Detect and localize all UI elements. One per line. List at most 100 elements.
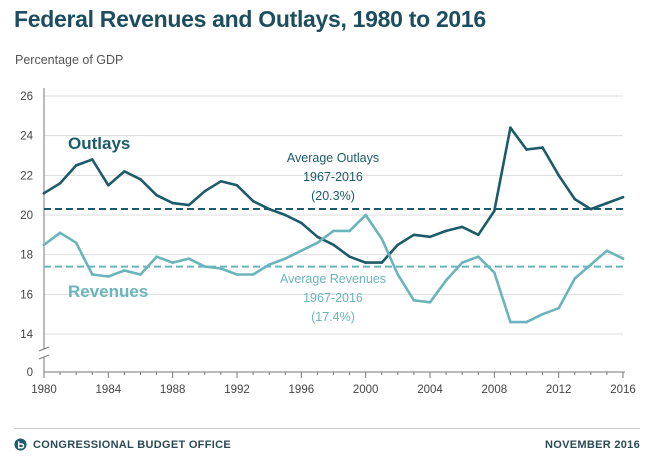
- cbo-logo-icon: [14, 438, 27, 451]
- data-point-outlays-2005: [444, 229, 448, 233]
- data-point-revenues-1982: [74, 241, 78, 245]
- y-tick-label-22: 22: [20, 170, 33, 182]
- average-outlays-annotation-line-1: Average Outlays: [287, 151, 379, 165]
- average-revenues-annotation-line-2: 1967-2016: [303, 291, 363, 305]
- y-tick-label-20: 20: [20, 210, 33, 222]
- data-point-outlays-1988: [171, 201, 174, 205]
- data-point-revenues-2012: [557, 306, 560, 310]
- data-point-revenues-2009: [509, 320, 512, 324]
- data-point-outlays-1985: [123, 170, 126, 173]
- x-tick-label-1984: 1984: [96, 384, 122, 396]
- data-point-outlays-1982: [74, 164, 78, 167]
- y-tick-label-26: 26: [20, 91, 33, 103]
- x-tick-label-1992: 1992: [224, 384, 250, 396]
- data-point-revenues-2010: [525, 320, 528, 324]
- average-outlays-annotation-line-2: 1967-2016: [303, 170, 363, 184]
- y-tick-label-24: 24: [20, 131, 33, 143]
- data-point-outlays-2004: [428, 235, 432, 239]
- data-point-outlays-2000: [364, 261, 367, 264]
- data-point-outlays-2003: [412, 233, 416, 237]
- data-point-outlays-1997: [316, 235, 319, 239]
- data-point-revenues-2001: [380, 237, 384, 241]
- data-point-outlays-1980: [42, 191, 46, 195]
- data-point-outlays-1993: [251, 199, 255, 203]
- data-point-outlays-2008: [493, 209, 496, 213]
- x-tick-label-2016: 2016: [610, 384, 636, 396]
- data-point-revenues-2002: [396, 273, 400, 276]
- data-point-revenues-2007: [476, 255, 480, 258]
- data-point-outlays-1989: [187, 203, 191, 207]
- data-point-revenues-2016: [621, 257, 625, 260]
- data-point-revenues-2005: [444, 279, 448, 282]
- data-point-outlays-1992: [235, 183, 239, 187]
- x-tick-label-1980: 1980: [31, 384, 57, 396]
- data-point-revenues-1986: [139, 273, 142, 276]
- data-point-outlays-1987: [155, 193, 158, 197]
- data-point-outlays-2002: [396, 243, 400, 247]
- data-point-outlays-1999: [348, 255, 351, 258]
- x-tick-label-2004: 2004: [417, 384, 443, 396]
- data-point-revenues-2015: [605, 249, 609, 252]
- data-point-outlays-2001: [380, 261, 384, 264]
- data-point-revenues-2006: [460, 261, 464, 264]
- x-tick-label-2008: 2008: [482, 384, 508, 396]
- data-point-revenues-2004: [428, 300, 432, 304]
- y-tick-label-18: 18: [20, 250, 33, 262]
- footer-organization: CONGRESSIONAL BUDGET OFFICE: [14, 438, 231, 451]
- data-point-revenues-1992: [235, 273, 239, 276]
- data-point-outlays-1983: [90, 158, 94, 161]
- data-point-revenues-2013: [573, 277, 577, 280]
- data-point-revenues-1991: [219, 267, 223, 270]
- y-tick-label-14: 14: [20, 329, 33, 341]
- data-point-outlays-2015: [605, 201, 609, 205]
- data-point-outlays-2014: [589, 207, 593, 211]
- x-tick-label-2000: 2000: [353, 384, 379, 396]
- data-point-revenues-1988: [171, 261, 174, 264]
- data-point-revenues-2008: [493, 271, 496, 274]
- data-point-outlays-1995: [283, 213, 287, 217]
- data-point-outlays-1998: [332, 243, 335, 247]
- data-point-outlays-1990: [203, 189, 207, 193]
- data-point-outlays-2011: [541, 146, 544, 149]
- data-point-outlays-1991: [219, 179, 223, 183]
- data-point-outlays-1981: [58, 181, 62, 185]
- data-point-outlays-1984: [107, 183, 110, 187]
- data-point-revenues-2011: [541, 312, 544, 316]
- data-point-revenues-2014: [589, 263, 593, 266]
- average-revenues-annotation-line-3: (17.4%): [311, 310, 355, 324]
- data-point-revenues-1999: [348, 229, 351, 233]
- data-point-revenues-1994: [267, 263, 271, 266]
- average-outlays-annotation-line-3: (20.3%): [311, 189, 355, 203]
- data-point-revenues-1987: [155, 255, 158, 258]
- footer-divider: [14, 428, 640, 429]
- data-point-revenues-1995: [283, 257, 287, 260]
- data-point-outlays-2016: [621, 195, 625, 199]
- data-point-outlays-1986: [139, 178, 142, 181]
- data-point-revenues-1993: [251, 273, 255, 276]
- data-point-revenues-1983: [90, 273, 94, 276]
- data-point-revenues-2003: [412, 298, 416, 302]
- publication-date: NOVEMBER 2016: [545, 439, 640, 451]
- chart-title: Federal Revenues and Outlays, 1980 to 20…: [14, 6, 486, 32]
- data-point-outlays-2006: [460, 225, 464, 229]
- axis-break-mark: [38, 346, 50, 352]
- series-label-outlays: Outlays: [68, 134, 130, 153]
- data-point-revenues-1985: [123, 269, 126, 272]
- y-axis-label: Percentage of GDP: [15, 53, 124, 67]
- x-tick-label-2012: 2012: [546, 384, 572, 396]
- data-point-revenues-1990: [203, 265, 207, 268]
- data-point-revenues-1980: [42, 243, 46, 247]
- axis-break-mark: [38, 354, 50, 360]
- data-point-outlays-2012: [557, 174, 560, 177]
- data-point-revenues-1998: [332, 229, 335, 233]
- x-tick-label-1988: 1988: [160, 384, 186, 396]
- y-tick-label-16: 16: [20, 289, 33, 301]
- x-tick-label-1996: 1996: [289, 384, 315, 396]
- data-point-outlays-2007: [476, 233, 480, 237]
- data-point-revenues-2000: [364, 213, 367, 217]
- data-point-revenues-1984: [107, 275, 110, 278]
- data-point-revenues-1997: [316, 241, 319, 245]
- data-point-outlays-2009: [509, 126, 512, 130]
- data-point-revenues-1989: [187, 257, 191, 260]
